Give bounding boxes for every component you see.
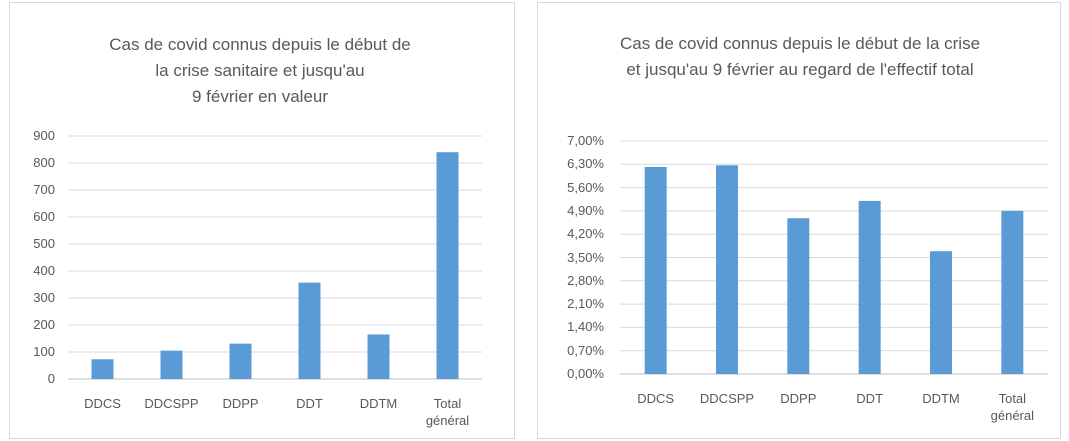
x-tick-label: DDPP (780, 391, 817, 406)
y-tick-label: 0,70% (567, 342, 604, 358)
bar (91, 359, 114, 379)
chart-panel (537, 2, 1061, 439)
y-tick-label: 800 (33, 155, 55, 170)
chart-title: et jusqu'au 9 février au regard de l'eff… (626, 60, 974, 79)
y-tick-label: 2,10% (567, 296, 604, 312)
y-tick-label: 2,80% (567, 272, 604, 288)
y-tick-label: 0,00% (567, 366, 604, 381)
y-tick-label: 900 (33, 128, 55, 143)
y-tick-label: 5,60% (567, 179, 604, 195)
x-tick-label: Total général (425, 396, 470, 428)
y-tick-label: 4,20% (567, 226, 604, 242)
bar (160, 350, 183, 379)
x-tick-label: Total général (990, 391, 1035, 423)
y-tick-label: 4,90% (567, 202, 604, 218)
y-tick-label: 600 (33, 209, 55, 224)
y-tick-label: 0 (47, 371, 55, 386)
x-tick-label: DDT (296, 396, 323, 411)
chart-title: Cas de covid connus depuis le début de (109, 35, 411, 54)
bar (298, 282, 321, 379)
y-tick-label: 200 (33, 317, 55, 332)
chart-title: Cas de covid connus depuis le début de l… (619, 34, 981, 53)
bar (644, 166, 667, 374)
y-tick-label: 300 (33, 290, 55, 305)
x-tick-label: DDT (856, 391, 884, 406)
y-tick-label: 3,50% (567, 249, 604, 265)
bar (716, 165, 738, 374)
x-tick-label: DDCS (84, 396, 121, 411)
bar (367, 334, 390, 379)
y-tick-label: 400 (33, 263, 55, 278)
y-tick-label: 1,40% (567, 319, 604, 335)
x-tick-label: DDTM (359, 396, 398, 411)
chart-title: la crise sanitaire et jusqu'au (155, 61, 365, 80)
x-tick-label: DDCSPP (144, 396, 199, 411)
bar (229, 343, 252, 379)
y-tick-label: 500 (33, 236, 55, 251)
bar (436, 152, 459, 379)
chart-title: 9 février en valeur (191, 87, 329, 106)
bar (930, 251, 952, 374)
y-tick-label: 6,30% (567, 156, 604, 172)
y-tick-label: 700 (33, 182, 55, 197)
bar (1001, 210, 1024, 374)
bar (787, 218, 810, 374)
bar (858, 200, 881, 374)
x-tick-label: DDCS (637, 391, 675, 406)
y-tick-label: 7,00% (567, 133, 604, 148)
x-tick-label: DDTM (922, 391, 960, 406)
x-tick-label: DDCSPP (699, 391, 755, 406)
chart-panel (9, 2, 515, 439)
y-tick-label: 100 (33, 344, 55, 359)
x-tick-label: DDPP (222, 396, 259, 411)
